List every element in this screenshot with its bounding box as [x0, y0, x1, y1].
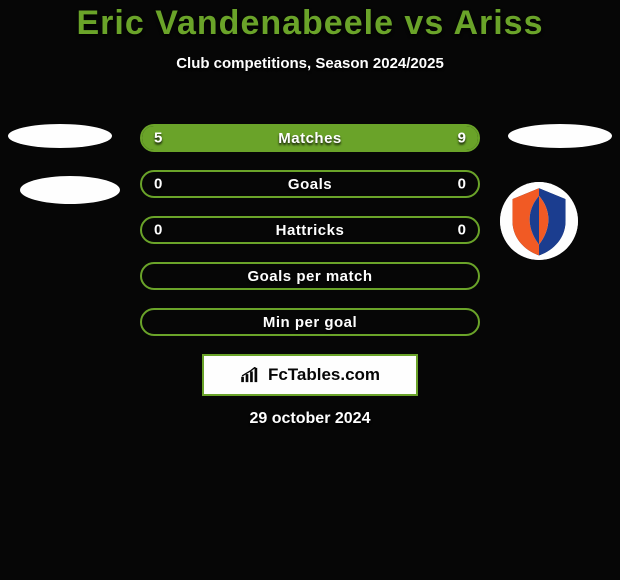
snapshot-date: 29 october 2024 — [0, 410, 620, 428]
vs-separator: vs — [394, 4, 453, 42]
stat-label: Matches — [278, 130, 342, 147]
stat-value-right: 0 — [458, 222, 466, 239]
stat-value-left: 0 — [154, 176, 162, 193]
comparison-title: Eric Vandenabeele vs Ariss — [0, 0, 620, 43]
stat-value-left: 0 — [154, 222, 162, 239]
stat-rows-container: Matches 5 9 Goals 0 0 Hattricks 0 0 Goals per mat… — [140, 124, 480, 354]
stat-label: Goals per match — [247, 268, 372, 285]
stat-label: Min per goal — [263, 314, 357, 331]
player2-avatar — [508, 124, 612, 148]
stat-value-right: 0 — [458, 176, 466, 193]
player1-name: Eric Vandenabeele — [76, 4, 394, 42]
stat-row: Hattricks 0 0 — [140, 216, 480, 244]
stat-row: Goals 0 0 — [140, 170, 480, 198]
stat-row: Goals per match — [140, 262, 480, 290]
bar-chart-icon — [240, 367, 262, 383]
player2-club-badge — [500, 182, 578, 260]
player1-club-badge — [20, 176, 120, 204]
brand-text: FcTables.com — [268, 365, 380, 385]
stat-row: Matches 5 9 — [140, 124, 480, 152]
stat-label: Hattricks — [276, 222, 345, 239]
club-shield-icon — [500, 182, 578, 260]
stat-row: Min per goal — [140, 308, 480, 336]
stat-value-left: 5 — [154, 130, 162, 147]
brand-badge: FcTables.com — [202, 354, 418, 396]
season-subtitle: Club competitions, Season 2024/2025 — [0, 55, 620, 72]
player1-avatar — [8, 124, 112, 148]
player2-name: Ariss — [453, 4, 543, 42]
stat-value-right: 9 — [458, 130, 466, 147]
stat-label: Goals — [288, 176, 332, 193]
